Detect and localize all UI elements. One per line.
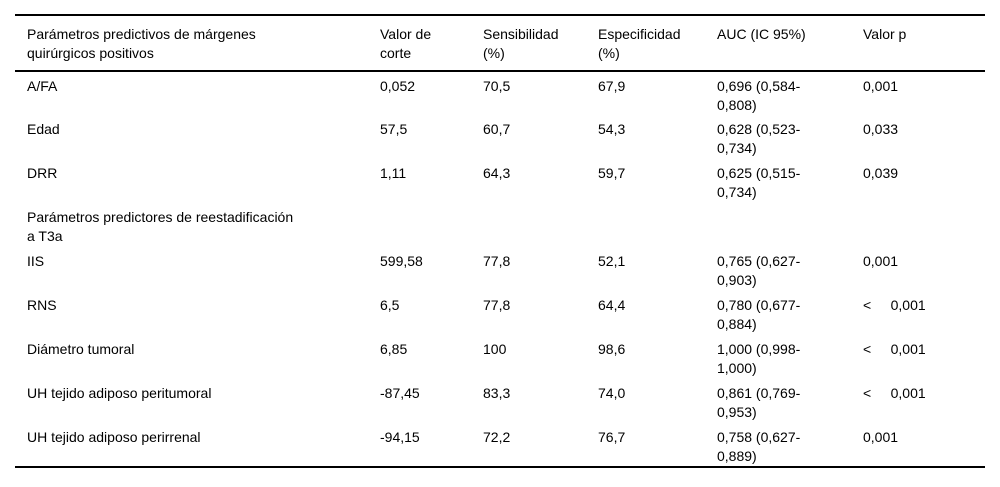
table-row: IIS 599,58 77,8 52,1 0,765 (0,627- 0,903… bbox=[15, 247, 985, 291]
cell-specificity bbox=[598, 203, 717, 247]
column-header-parameters: Parámetros predictivos de márgenes quirú… bbox=[15, 15, 380, 72]
cell-param: DRR bbox=[27, 165, 58, 181]
cell-pvalue: 0,001 bbox=[863, 253, 899, 269]
cell-auc: 0,861 (0,769- 0,953) bbox=[717, 385, 801, 420]
cell-sensitivity: 70,5 bbox=[483, 78, 511, 94]
cell-auc: 1,000 (0,998- 1,000) bbox=[717, 341, 801, 376]
column-header-cutoff: Valor de corte bbox=[380, 15, 483, 72]
section-header-row: Parámetros predictores de reestadificaci… bbox=[15, 203, 985, 247]
roc-parameters-table: Parámetros predictivos de márgenes quirú… bbox=[15, 14, 985, 468]
cell-auc: 0,780 (0,677- 0,884) bbox=[717, 297, 801, 332]
cell-sensitivity: 60,7 bbox=[483, 121, 511, 137]
cell-param: UH tejido adiposo perirrenal bbox=[27, 429, 201, 445]
header-row: Parámetros predictivos de márgenes quirú… bbox=[15, 15, 985, 72]
cell-cutoff: 1,11 bbox=[380, 165, 407, 181]
cell-sensitivity: 72,2 bbox=[483, 429, 511, 445]
table-row: DRR 1,11 64,3 59,7 0,625 (0,515- 0,734) … bbox=[15, 159, 985, 203]
cell-pvalue: 0,039 bbox=[863, 165, 899, 181]
cell-param: IIS bbox=[27, 253, 45, 269]
cell-cutoff: 599,58 bbox=[380, 253, 423, 269]
cell-sensitivity: 77,8 bbox=[483, 253, 511, 269]
cell-auc: 0,765 (0,627- 0,903) bbox=[717, 253, 801, 288]
cell-cutoff: 6,85 bbox=[380, 341, 408, 357]
cell-sensitivity: 83,3 bbox=[483, 385, 511, 401]
cell-pvalue: < 0,001 bbox=[863, 385, 926, 401]
column-header-sensitivity: Sensibilidad (%) bbox=[483, 15, 598, 72]
cell-specificity: 59,7 bbox=[598, 165, 626, 181]
cell-cutoff: 57,5 bbox=[380, 121, 408, 137]
table-row: UH tejido adiposo perirrenal -94,15 72,2… bbox=[15, 423, 985, 467]
cell-param: A/FA bbox=[27, 78, 58, 94]
cell-specificity: 52,1 bbox=[598, 253, 626, 269]
table-row: RNS 6,5 77,8 64,4 0,780 (0,677- 0,884) <… bbox=[15, 291, 985, 335]
column-header-specificity: Especificidad (%) bbox=[598, 15, 717, 72]
cell-auc: 0,625 (0,515- 0,734) bbox=[717, 165, 801, 200]
cell-specificity: 74,0 bbox=[598, 385, 626, 401]
column-header-pvalue: Valor p bbox=[863, 15, 985, 72]
cell-pvalue: < 0,001 bbox=[863, 341, 926, 357]
cell-sensitivity: 64,3 bbox=[483, 165, 511, 181]
cell-param: Diámetro tumoral bbox=[27, 341, 135, 357]
cell-param: Edad bbox=[27, 121, 60, 137]
cell-section-title: Parámetros predictores de reestadificaci… bbox=[27, 209, 294, 244]
cell-specificity: 54,3 bbox=[598, 121, 626, 137]
cell-param: UH tejido adiposo peritumoral bbox=[27, 385, 212, 401]
cell-auc: 0,696 (0,584- 0,808) bbox=[717, 78, 801, 113]
cell-cutoff: -94,15 bbox=[380, 429, 420, 445]
cell-specificity: 98,6 bbox=[598, 341, 626, 357]
cell-sensitivity bbox=[483, 203, 598, 247]
cell-pvalue: 0,001 bbox=[863, 78, 899, 94]
cell-cutoff: 0,052 bbox=[380, 78, 416, 94]
table-row: Edad 57,5 60,7 54,3 0,628 (0,523- 0,734)… bbox=[15, 115, 985, 159]
cell-specificity: 76,7 bbox=[598, 429, 626, 445]
cell-param: RNS bbox=[27, 297, 57, 313]
cell-cutoff: 6,5 bbox=[380, 297, 400, 313]
cell-pvalue: 0,001 bbox=[863, 429, 899, 445]
table-row: Diámetro tumoral 6,85 100 98,6 1,000 (0,… bbox=[15, 335, 985, 379]
cell-cutoff bbox=[380, 203, 483, 247]
cell-cutoff: -87,45 bbox=[380, 385, 420, 401]
cell-specificity: 64,4 bbox=[598, 297, 626, 313]
cell-auc: 0,758 (0,627- 0,889) bbox=[717, 429, 801, 464]
cell-pvalue: < 0,001 bbox=[863, 297, 926, 313]
table-row: UH tejido adiposo peritumoral -87,45 83,… bbox=[15, 379, 985, 423]
cell-sensitivity: 77,8 bbox=[483, 297, 511, 313]
cell-auc bbox=[717, 203, 863, 247]
cell-sensitivity: 100 bbox=[483, 341, 507, 357]
cell-pvalue: 0,033 bbox=[863, 121, 899, 137]
cell-specificity: 67,9 bbox=[598, 78, 626, 94]
cell-pvalue bbox=[863, 203, 985, 247]
column-header-auc: AUC (IC 95%) bbox=[717, 15, 863, 72]
cell-auc: 0,628 (0,523- 0,734) bbox=[717, 121, 801, 156]
table-row: A/FA 0,052 70,5 67,9 0,696 (0,584- 0,808… bbox=[15, 71, 985, 115]
